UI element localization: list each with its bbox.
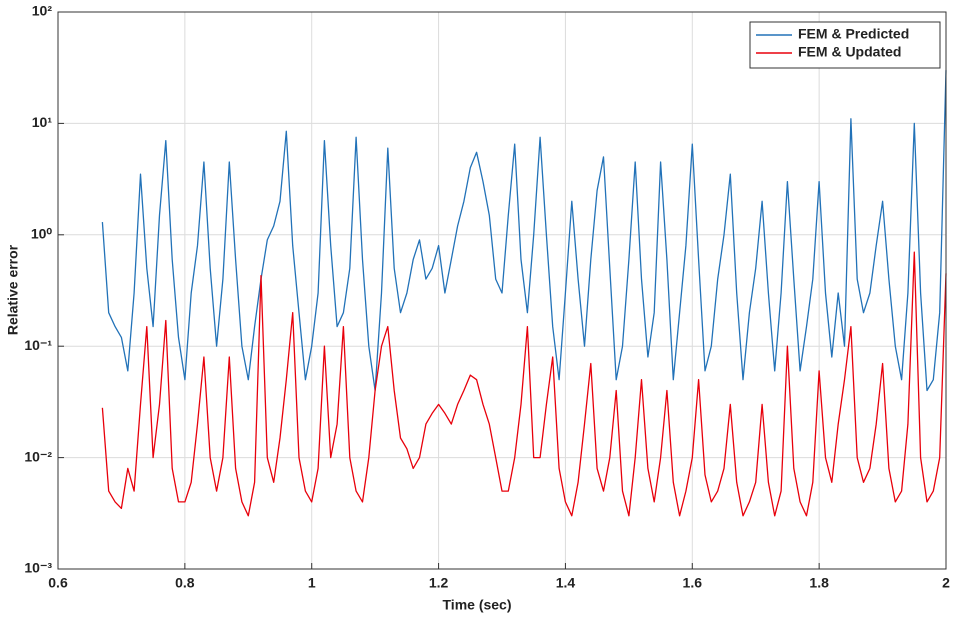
y-tick-label: 10¹ bbox=[32, 114, 53, 130]
x-axis-label: Time (sec) bbox=[443, 597, 512, 613]
y-tick-label: 10⁰ bbox=[31, 226, 53, 242]
legend-label: FEM & Updated bbox=[798, 44, 901, 60]
legend-label: FEM & Predicted bbox=[798, 26, 909, 42]
data-line bbox=[101, 70, 947, 392]
data-line bbox=[101, 251, 947, 517]
x-tick-label: 1.4 bbox=[556, 575, 576, 591]
x-tick-label: 1.2 bbox=[429, 575, 449, 591]
x-tick-label: 2 bbox=[942, 575, 950, 591]
x-tick-label: 0.6 bbox=[48, 575, 68, 591]
y-tick-label: 10⁻³ bbox=[24, 560, 52, 576]
x-tick-label: 0.8 bbox=[175, 575, 195, 591]
plot-frame bbox=[57, 11, 947, 570]
y-tick-label: 10² bbox=[32, 3, 53, 19]
legend: FEM & Predicted FEM & Updated bbox=[749, 21, 941, 69]
x-tick-label: 1 bbox=[308, 575, 316, 591]
y-tick-label: 10⁻² bbox=[24, 448, 52, 464]
x-tick-label: 1.8 bbox=[809, 575, 829, 591]
legend-box bbox=[749, 21, 941, 69]
y-axis-label: Relative error bbox=[5, 244, 21, 335]
x-tick-label: 1.6 bbox=[683, 575, 703, 591]
y-tick-label: 10⁻¹ bbox=[24, 337, 52, 353]
